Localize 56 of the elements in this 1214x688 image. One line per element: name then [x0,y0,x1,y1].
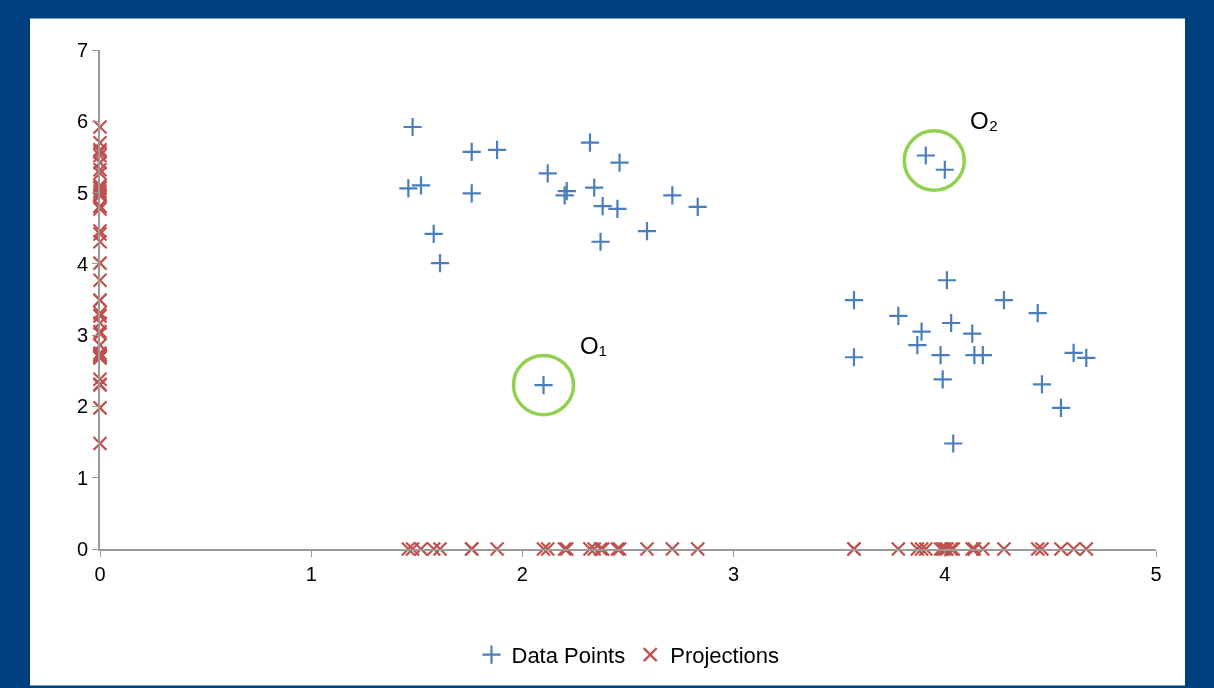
point [584,177,605,198]
y-tick-label: 6 [76,110,88,133]
point [579,132,601,153]
point [398,178,419,199]
point [687,196,708,218]
point [554,185,575,206]
y-tick-label: 4 [76,252,88,275]
point [607,198,628,220]
x-tick-label: 0 [94,563,106,585]
legend-label: Projections [670,643,780,669]
point [993,290,1015,311]
point [402,116,423,138]
point [537,163,558,184]
point [1031,374,1053,395]
point [1027,302,1048,324]
point [429,252,451,274]
point [461,183,482,204]
point [662,185,683,206]
point [943,433,964,454]
point [888,305,909,327]
y-tick-label: 1 [76,466,88,489]
point [1076,347,1097,369]
point [962,323,983,344]
point [461,141,482,163]
point [410,175,432,196]
point [936,270,958,291]
y-tick-label: 0 [76,538,88,560]
y-tick-label: 2 [76,395,88,418]
point [1063,342,1084,364]
point [930,344,951,366]
point [843,347,865,368]
annotation: O₁ [580,332,607,359]
x-tick-label: 4 [939,563,951,585]
point [486,139,508,160]
point [843,290,865,311]
point [907,334,928,356]
x-tick-label: 2 [516,563,528,585]
legend-label: Data Points [511,643,626,669]
x-tick-label: 5 [1150,563,1162,585]
point [972,344,994,366]
point [911,321,932,342]
y-tick-label: 7 [76,39,88,61]
point [940,312,962,334]
point [1050,397,1072,419]
x-tick-label: 1 [305,563,317,585]
point [556,180,577,202]
point [932,369,953,390]
y-tick-label: 3 [76,324,88,347]
y-tick-label: 5 [76,181,88,204]
point [590,231,611,252]
point [609,152,630,173]
x-tick-label: 3 [728,563,740,585]
point [423,223,444,245]
annotation: O₂ [970,107,998,134]
point [592,195,613,217]
point [636,220,658,242]
